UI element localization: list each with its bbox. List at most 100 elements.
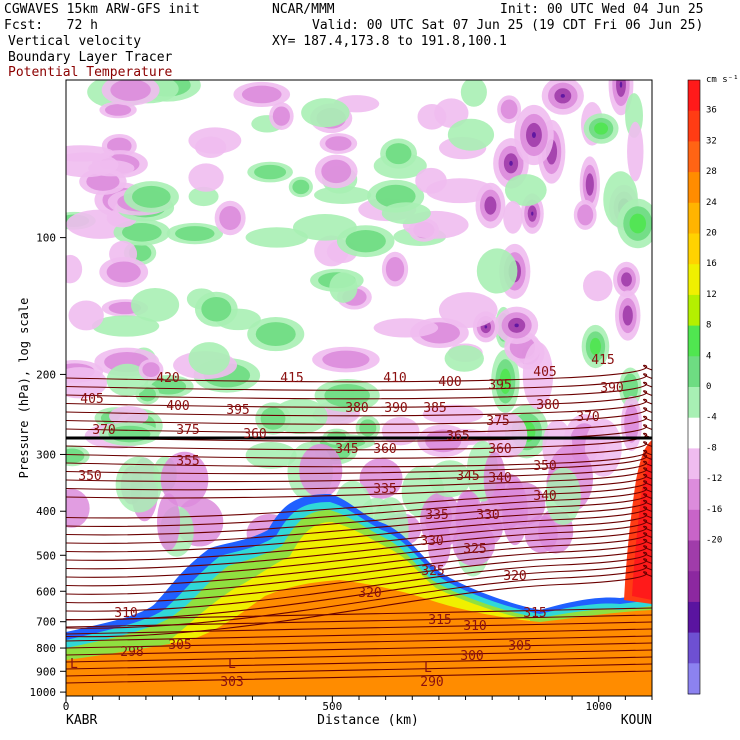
downdraft-blob (503, 201, 523, 234)
downdraft-blob (188, 163, 224, 192)
valid-time: Valid: 00 UTC Sat 07 Jun 25 (19 CDT Fri … (312, 18, 704, 33)
colorbar-swatch (688, 663, 700, 695)
colorbar-swatch (688, 202, 700, 234)
updraft-blob (460, 80, 487, 107)
theta-contour (66, 364, 652, 383)
updraft-blob (545, 467, 582, 525)
colorbar-swatch (688, 141, 700, 173)
theta-contours (66, 364, 652, 684)
updraft-blob (91, 315, 160, 337)
colorbar-swatch (688, 417, 700, 449)
updraft-blob (444, 345, 484, 372)
downdraft-blob (531, 211, 534, 216)
theta-label: 345 (456, 469, 479, 484)
updraft-blob (292, 179, 310, 195)
updraft-blob (429, 460, 471, 498)
theta-contour (66, 663, 652, 677)
colorbar-unit: cm s⁻¹ (706, 75, 739, 85)
downdraft-blob (188, 127, 242, 154)
theta-contour (66, 449, 652, 468)
updraft-blob (314, 186, 372, 204)
theta-contour (66, 607, 652, 621)
updraft-blob (345, 229, 386, 253)
forecast-hour: Fcst: 72 h (4, 18, 98, 33)
colorbar-swatch (688, 509, 700, 541)
downdraft-blob (415, 167, 447, 194)
downdraft-blob (417, 104, 447, 130)
theta-contour (66, 571, 652, 638)
downdraft-blob (219, 205, 241, 231)
colorbar-swatch (688, 172, 700, 204)
left-endpoint-label: KABR (66, 713, 97, 728)
updraft-blob (499, 368, 512, 394)
downdraft-blob (560, 93, 565, 98)
theta-contour (66, 499, 652, 544)
theta-contour (66, 467, 652, 491)
theta-label: 395 (488, 378, 511, 393)
theta-contour (66, 649, 652, 663)
downdraft-blob (585, 419, 622, 477)
colorbar-swatch (688, 264, 700, 296)
updraft-blob (132, 185, 171, 208)
downdraft-blob (487, 412, 528, 459)
theta-label: 290 (420, 675, 443, 690)
theta-contour (66, 642, 652, 656)
right-endpoint-label: KOUN (621, 713, 652, 728)
theta-label: 325 (463, 542, 486, 557)
theta-contour (66, 493, 652, 536)
updraft-blob (594, 122, 609, 135)
theta-contour (66, 525, 652, 578)
updraft-blob (381, 202, 431, 225)
theta-label: 315 (523, 606, 546, 621)
theta-label: 395 (226, 403, 249, 418)
theta-contour (66, 373, 652, 391)
theta-contour (66, 670, 652, 684)
downdraft-blob (321, 159, 352, 184)
low-marker: L (70, 657, 78, 672)
colorbar-tick-label: 36 (706, 106, 717, 116)
downdraft-blob (110, 80, 151, 101)
theta-labels: 420 415 410 400 395 405 415 405 400 395 390 385 380 3… (78, 353, 623, 690)
y-tick-label: 200 (36, 368, 56, 381)
downdraft-blob (385, 256, 405, 282)
colorbar-tick-label: 4 (706, 351, 711, 361)
colorbar-swatch (688, 233, 700, 265)
downdraft-blob (500, 99, 518, 120)
theta-label: 415 (280, 371, 303, 386)
colorbar-tick-label: 28 (706, 167, 717, 177)
y-tick-label: 300 (36, 448, 56, 461)
downdraft-blob (142, 362, 160, 378)
theta-contour (66, 473, 652, 499)
colorbar-swatch (688, 540, 700, 572)
theta-contour (66, 564, 652, 629)
colorbar-swatch (688, 571, 700, 603)
colorbar-tick-label: 12 (706, 290, 717, 300)
theta-contour (66, 656, 652, 670)
downdraft-blob (325, 136, 352, 151)
theta-contour (66, 519, 652, 570)
theta-label: 420 (156, 371, 179, 386)
updraft-blob (131, 287, 180, 322)
x-axis: 0 500 1000 (63, 696, 653, 713)
updraft-blob (139, 387, 156, 402)
theta-label: 340 (533, 489, 556, 504)
colorbar-swatch (688, 387, 700, 419)
downdraft-blob (241, 85, 282, 104)
theta-label: 335 (373, 482, 396, 497)
theta-label: 320 (503, 569, 526, 584)
theta-contour (66, 486, 652, 527)
downdraft-blob (322, 350, 370, 369)
updraft-blob (301, 98, 350, 128)
downdraft-blob (272, 106, 290, 126)
downdraft-blob (585, 173, 594, 196)
theta-contour (66, 432, 652, 451)
theta-contour (66, 454, 652, 475)
downdraft-blob (619, 81, 623, 88)
x-tick-label: 500 (322, 700, 342, 713)
theta-label: 315 (428, 613, 451, 628)
downdraft-blob (109, 406, 149, 426)
downdraft-blob (107, 137, 132, 155)
colorbar: 36 32 28 24 20 16 12 8 4 0 -4 -8 -12 -16 -20 (687, 79, 722, 695)
downdraft-blob (66, 488, 90, 528)
